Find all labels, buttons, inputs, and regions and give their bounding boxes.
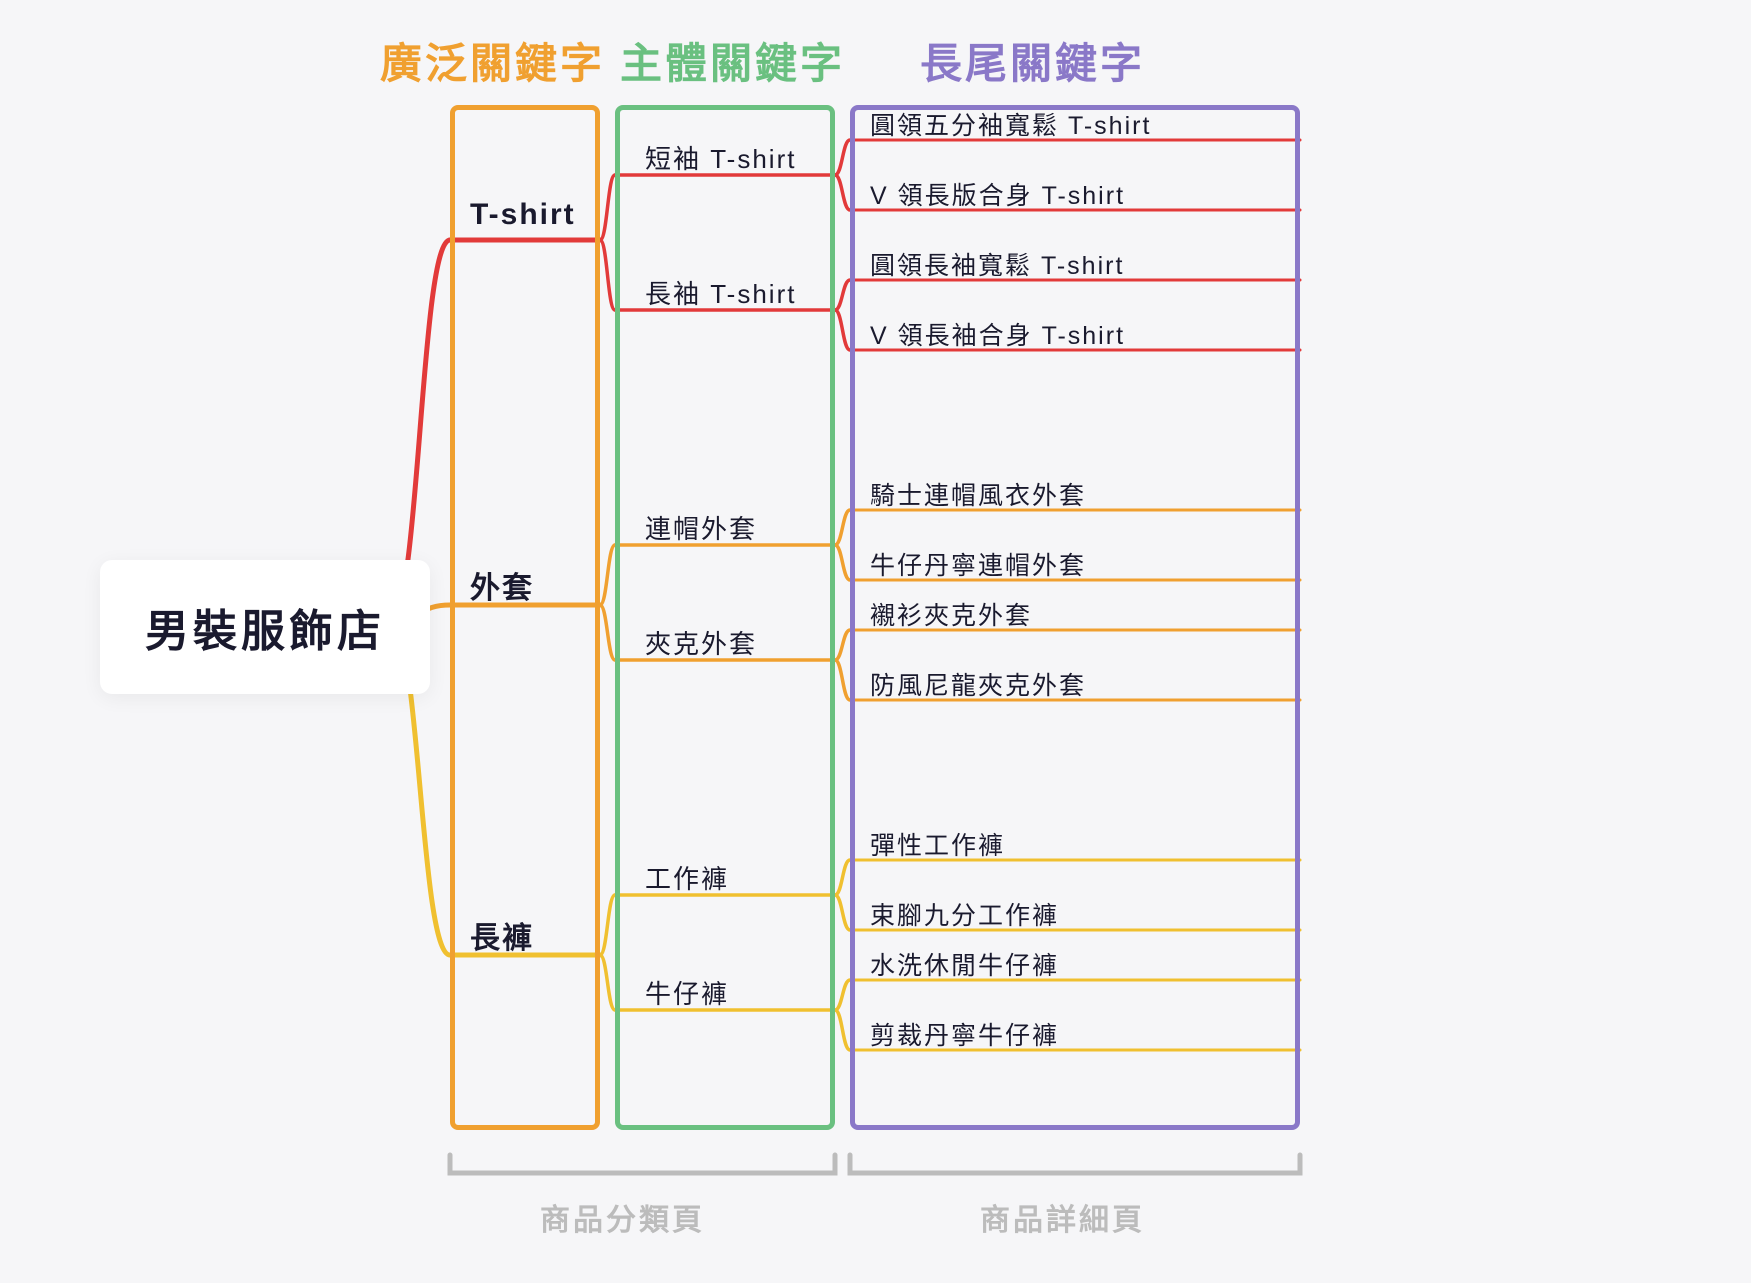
level2-node: 牛仔褲 — [645, 974, 729, 1011]
header-main: 主體關鍵字 — [620, 30, 845, 91]
level2-node: 長袖 T-shirt — [645, 274, 796, 311]
level1-node: 外套 — [470, 563, 534, 607]
footer-detail: 商品詳細頁 — [980, 1195, 1145, 1239]
header-broad: 廣泛關鍵字 — [380, 30, 605, 91]
leaf-node: 牛仔丹寧連帽外套 — [870, 546, 1086, 582]
leaf-node: V 領長版合身 T-shirt — [870, 176, 1125, 212]
header-long: 長尾關鍵字 — [920, 30, 1145, 91]
leaf-node: 束腳九分工作褲 — [870, 896, 1059, 932]
leaf-node: 彈性工作褲 — [870, 826, 1005, 862]
diagram-canvas: 廣泛關鍵字 主體關鍵字 長尾關鍵字 男裝服飾店 商品分類頁 商品詳細頁 T-sh… — [0, 0, 1751, 1283]
leaf-node: 水洗休閒牛仔褲 — [870, 946, 1059, 982]
level2-node: 工作褲 — [645, 859, 729, 896]
column-broad — [450, 105, 600, 1130]
leaf-node: 襯衫夾克外套 — [870, 596, 1032, 632]
level2-node: 短袖 T-shirt — [645, 139, 796, 176]
leaf-node: 剪裁丹寧牛仔褲 — [870, 1016, 1059, 1052]
level2-node: 夾克外套 — [645, 624, 757, 661]
level1-node: 長褲 — [470, 913, 534, 957]
leaf-node: V 領長袖合身 T-shirt — [870, 316, 1125, 352]
leaf-node: 圓領五分袖寬鬆 T-shirt — [870, 106, 1151, 142]
root-node: 男裝服飾店 — [100, 560, 430, 694]
leaf-node: 圓領長袖寬鬆 T-shirt — [870, 246, 1124, 282]
footer-category: 商品分類頁 — [540, 1195, 705, 1239]
level1-node: T-shirt — [470, 198, 576, 232]
level2-node: 連帽外套 — [645, 509, 757, 546]
leaf-node: 防風尼龍夾克外套 — [870, 666, 1086, 702]
leaf-node: 騎士連帽風衣外套 — [870, 476, 1086, 512]
